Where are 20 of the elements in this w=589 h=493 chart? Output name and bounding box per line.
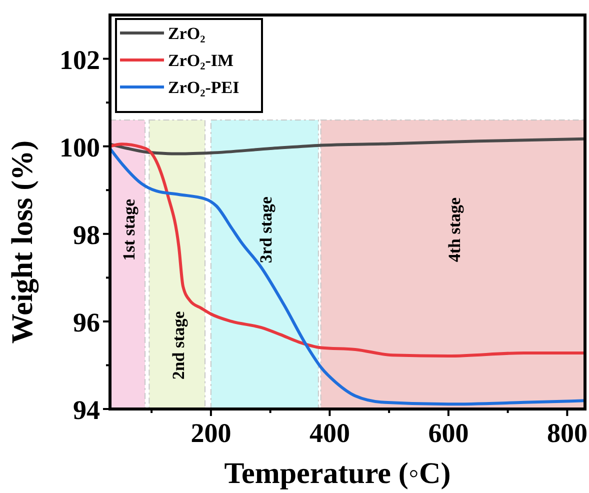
y-tick-label: 94 bbox=[73, 395, 100, 425]
band-label: 1st stage bbox=[120, 198, 139, 261]
line-series bbox=[108, 147, 586, 406]
y-tick-label: 100 bbox=[60, 132, 100, 162]
line-series bbox=[108, 137, 586, 156]
x-tick-label: 200 bbox=[190, 418, 232, 448]
x-axis-title: Temperature (◦C) bbox=[224, 457, 451, 490]
y-axis-title: Weight loss (%) bbox=[6, 140, 39, 344]
band-label: 2nd stage bbox=[169, 310, 188, 380]
legend-label: ZrO₂-PEI bbox=[168, 78, 240, 97]
legend-label: ZrO₂-IM bbox=[168, 51, 234, 70]
y-tick-label: 98 bbox=[73, 220, 100, 250]
y-tick-label: 96 bbox=[73, 307, 100, 338]
band-label: 4th stage bbox=[444, 197, 464, 262]
legend-label: ZrO₂ bbox=[168, 24, 206, 43]
x-tick-label: 800 bbox=[546, 418, 588, 448]
band-label: 3rd stage bbox=[256, 196, 276, 264]
x-tick-label: 400 bbox=[309, 418, 350, 448]
y-tick-label: 102 bbox=[60, 44, 100, 75]
x-tick-label: 600 bbox=[428, 418, 469, 448]
